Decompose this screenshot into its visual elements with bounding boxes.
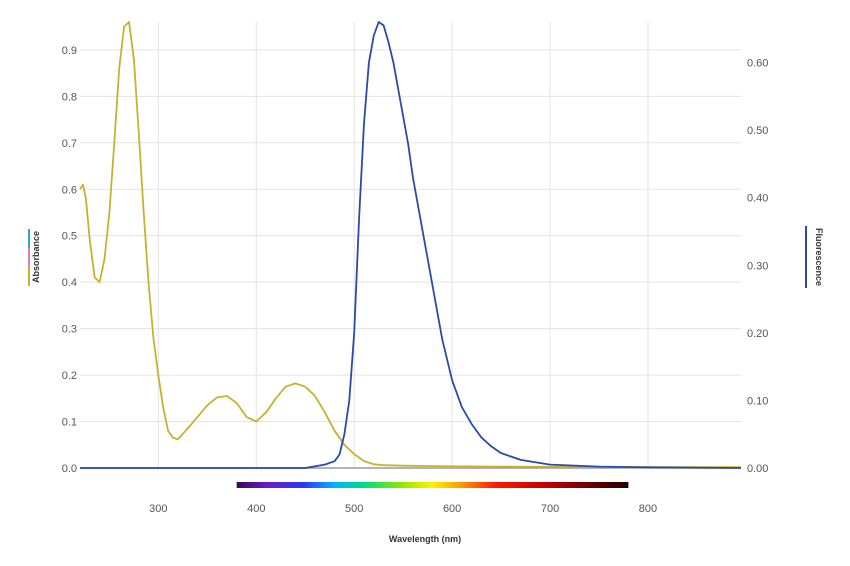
x-axis-ticks: 300 400 500 600 700 800: [149, 503, 657, 515]
x-tick-label: 800: [639, 503, 657, 515]
left-tick-label: 0.9: [62, 45, 77, 57]
x-tick-label: 500: [345, 503, 363, 515]
right-tick-label: 0.20: [747, 328, 768, 340]
right-tick-label: 0.30: [747, 260, 768, 272]
right-tick-label: 0.00: [747, 463, 768, 475]
right-axis-title: Fluorescence: [814, 228, 824, 286]
x-axis-title: Wavelength (nm): [389, 534, 461, 544]
left-axis-ticks: 0.0 0.1 0.2 0.3 0.4 0.5 0.6 0.7 0.8 0.9: [62, 45, 77, 475]
left-tick-label: 0.5: [62, 231, 77, 243]
x-tick-label: 600: [443, 503, 461, 515]
left-axis-title: Absorbance: [31, 231, 41, 283]
left-tick-label: 0.3: [62, 324, 77, 336]
left-tick-label: 0.0: [62, 463, 77, 475]
x-tick-label: 700: [541, 503, 559, 515]
series-line-1: [79, 21, 741, 468]
left-tick-label: 0.1: [62, 417, 77, 429]
right-tick-label: 0.50: [747, 125, 768, 137]
left-tick-label: 0.6: [62, 184, 77, 196]
right-axis-ticks: 0.00 0.10 0.20 0.30 0.40 0.50 0.60: [747, 58, 768, 475]
left-tick-label: 0.8: [62, 91, 77, 103]
left-tick-label: 0.7: [62, 138, 77, 150]
right-tick-label: 0.40: [747, 193, 768, 205]
left-tick-label: 0.2: [62, 370, 77, 382]
visible-spectrum-bar: [236, 482, 629, 488]
right-tick-label: 0.10: [747, 395, 768, 407]
series-layer: [79, 21, 742, 469]
right-tick-label: 0.60: [747, 58, 768, 70]
x-tick-label: 400: [247, 503, 265, 515]
left-tick-label: 0.4: [62, 277, 77, 289]
grid: [80, 22, 741, 469]
series-line-2: [80, 21, 742, 469]
x-tick-label: 300: [149, 503, 167, 515]
